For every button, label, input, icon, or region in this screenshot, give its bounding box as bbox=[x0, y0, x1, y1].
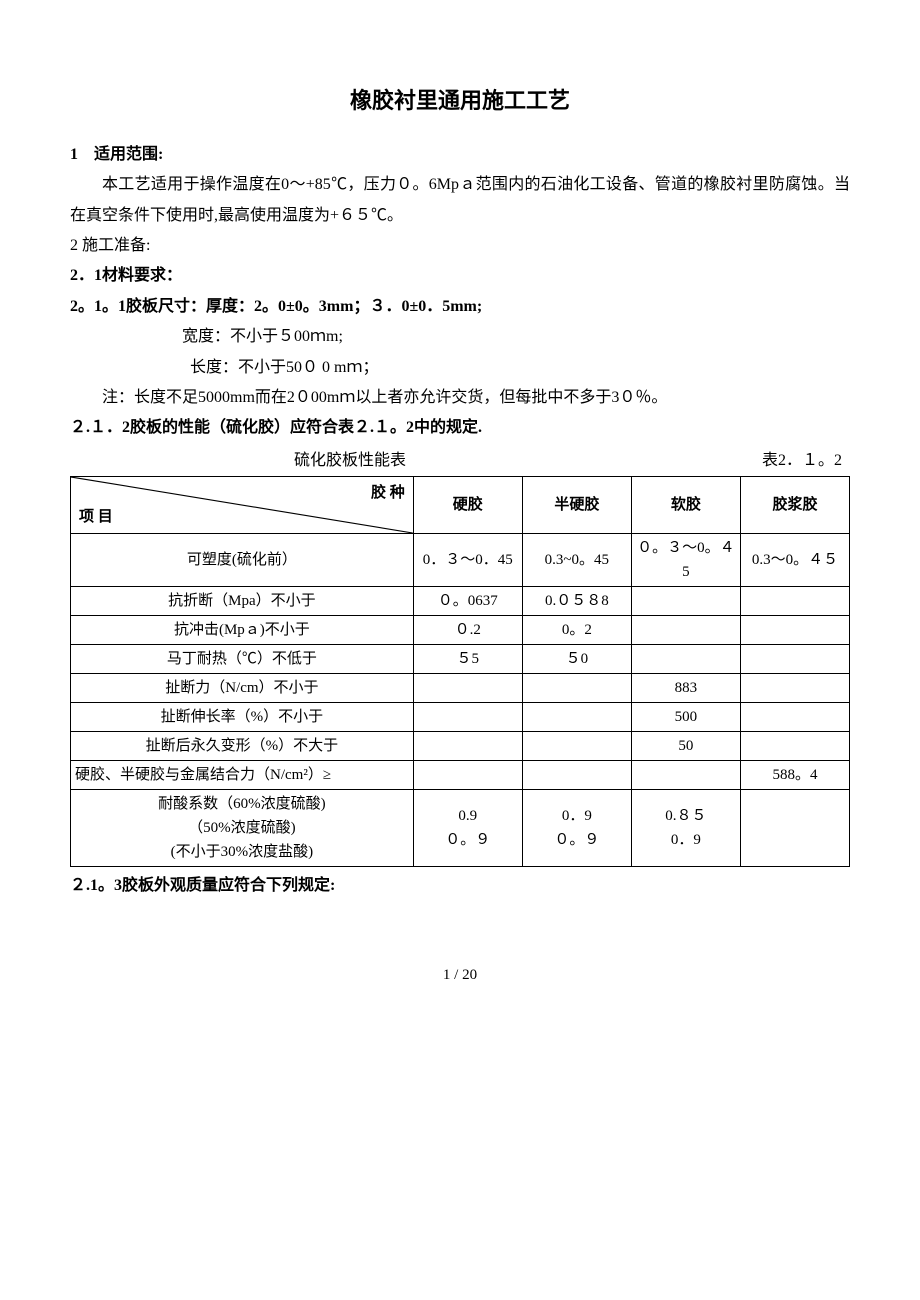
col-soft: 软胶 bbox=[631, 477, 740, 534]
table-number: 表2．１。2 bbox=[762, 446, 842, 476]
table-cell: ０。0637 bbox=[413, 587, 522, 616]
table-cell bbox=[631, 616, 740, 645]
table-caption: 硫化胶板性能表 bbox=[294, 446, 406, 476]
table-cell: ０。３～0。４5 bbox=[631, 534, 740, 587]
table-row: 扯断力（N/cm）不小于 883 bbox=[71, 674, 850, 703]
table-cell bbox=[740, 645, 849, 674]
sec1-header: 1 适用范围: bbox=[70, 140, 850, 170]
table-cell bbox=[631, 645, 740, 674]
row-label: 马丁耐热（℃）不低于 bbox=[71, 645, 414, 674]
table-cell: 500 bbox=[631, 703, 740, 732]
col-paste: 胶浆胶 bbox=[740, 477, 849, 534]
sec2-1-2: ２.１．2胶板的性能（硫化胶）应符合表２.１。2中的规定. bbox=[70, 413, 850, 443]
page-number: 1 / 20 bbox=[70, 961, 850, 990]
row-label: 耐酸系数（60%浓度硫酸)（50%浓度硫酸)(不小于30%浓度盐酸) bbox=[71, 790, 414, 867]
row-label: 抗冲击(Mpａ)不小于 bbox=[71, 616, 414, 645]
table-cell: 0.3～0。４５ bbox=[740, 534, 849, 587]
width-line: 宽度：不小于５00ｍm; bbox=[70, 322, 850, 352]
table-row: 马丁耐热（℃）不低于５5５0 bbox=[71, 645, 850, 674]
diag-header: 胶 种 项 目 bbox=[71, 477, 414, 534]
sec2-1-1: 2。1。1胶板尺寸：厚度：2。0±0。3mm；３．0±0．5mm; bbox=[70, 292, 850, 322]
length-line: 长度：不小于50０ 0 mｍ； bbox=[70, 353, 850, 383]
performance-table: 胶 种 项 目 硬胶 半硬胶 软胶 胶浆胶 可塑度(硫化前）0．３～0．450.… bbox=[70, 476, 850, 867]
sec2-1-header: 2．1材料要求： bbox=[70, 261, 850, 291]
note-line: 注：长度不足5000mm而在2０00mｍ以上者亦允许交货，但每批中不多于3０％。 bbox=[70, 383, 850, 413]
table-cell: 883 bbox=[631, 674, 740, 703]
table-cell bbox=[413, 674, 522, 703]
table-cell bbox=[740, 790, 849, 867]
table-row: 耐酸系数（60%浓度硫酸)（50%浓度硫酸)(不小于30%浓度盐酸)0.9０。９… bbox=[71, 790, 850, 867]
table-caption-row: 硫化胶板性能表 表2．１。2 bbox=[70, 446, 850, 476]
table-row: 硬胶、半硬胶与金属结合力（N/cm²）≥ 588。4 bbox=[71, 761, 850, 790]
table-row: 扯断后永久变形（%）不大于 50 bbox=[71, 732, 850, 761]
table-cell: 50 bbox=[631, 732, 740, 761]
diag-bottom-label: 项 目 bbox=[79, 505, 113, 529]
table-cell bbox=[413, 761, 522, 790]
table-cell bbox=[522, 674, 631, 703]
table-cell bbox=[740, 587, 849, 616]
table-cell bbox=[631, 761, 740, 790]
table-row: 扯断伸长率（%）不小于 500 bbox=[71, 703, 850, 732]
table-body: 可塑度(硫化前）0．３～0．450.3~0。45０。３～0。４50.3～0。４５… bbox=[71, 534, 850, 867]
table-cell bbox=[413, 703, 522, 732]
row-label: 扯断后永久变形（%）不大于 bbox=[71, 732, 414, 761]
table-cell bbox=[413, 732, 522, 761]
table-cell: 0.9０。９ bbox=[413, 790, 522, 867]
table-cell: 0．３～0．45 bbox=[413, 534, 522, 587]
table-row: 可塑度(硫化前）0．３～0．450.3~0。45０。３～0。４50.3～0。４５ bbox=[71, 534, 850, 587]
table-cell bbox=[631, 587, 740, 616]
table-row: 抗折断（Mpa）不小于０。06370.０５８8 bbox=[71, 587, 850, 616]
table-cell bbox=[522, 703, 631, 732]
table-cell bbox=[740, 674, 849, 703]
diag-top-label: 胶 种 bbox=[371, 481, 405, 505]
table-cell: ５5 bbox=[413, 645, 522, 674]
sec1-body: 本工艺适用于操作温度在0～+85℃，压力０。6Mpａ范围内的石油化工设备、管道的… bbox=[70, 170, 850, 231]
row-label: 抗折断（Mpa）不小于 bbox=[71, 587, 414, 616]
table-cell: ５0 bbox=[522, 645, 631, 674]
table-cell: 0.3~0。45 bbox=[522, 534, 631, 587]
table-cell bbox=[740, 616, 849, 645]
table-header-row: 胶 种 项 目 硬胶 半硬胶 软胶 胶浆胶 bbox=[71, 477, 850, 534]
sec2-header: 2 施工准备: bbox=[70, 231, 850, 261]
col-hard: 硬胶 bbox=[413, 477, 522, 534]
row-label: 可塑度(硫化前） bbox=[71, 534, 414, 587]
table-cell: ０.2 bbox=[413, 616, 522, 645]
col-semihard: 半硬胶 bbox=[522, 477, 631, 534]
row-label: 扯断力（N/cm）不小于 bbox=[71, 674, 414, 703]
table-cell bbox=[740, 703, 849, 732]
table-row: 抗冲击(Mpａ)不小于０.20。2 bbox=[71, 616, 850, 645]
table-cell: 588。4 bbox=[740, 761, 849, 790]
row-label: 硬胶、半硬胶与金属结合力（N/cm²）≥ bbox=[71, 761, 414, 790]
doc-title: 橡胶衬里通用施工工艺 bbox=[70, 80, 850, 122]
table-cell: 0。2 bbox=[522, 616, 631, 645]
table-cell bbox=[522, 761, 631, 790]
sec2-1-3: ２.1。3胶板外观质量应符合下列规定: bbox=[70, 871, 850, 901]
table-cell bbox=[740, 732, 849, 761]
table-cell bbox=[522, 732, 631, 761]
table-cell: 0．9０。９ bbox=[522, 790, 631, 867]
row-label: 扯断伸长率（%）不小于 bbox=[71, 703, 414, 732]
table-cell: 0.０５８8 bbox=[522, 587, 631, 616]
table-cell: 0.８５0．9 bbox=[631, 790, 740, 867]
